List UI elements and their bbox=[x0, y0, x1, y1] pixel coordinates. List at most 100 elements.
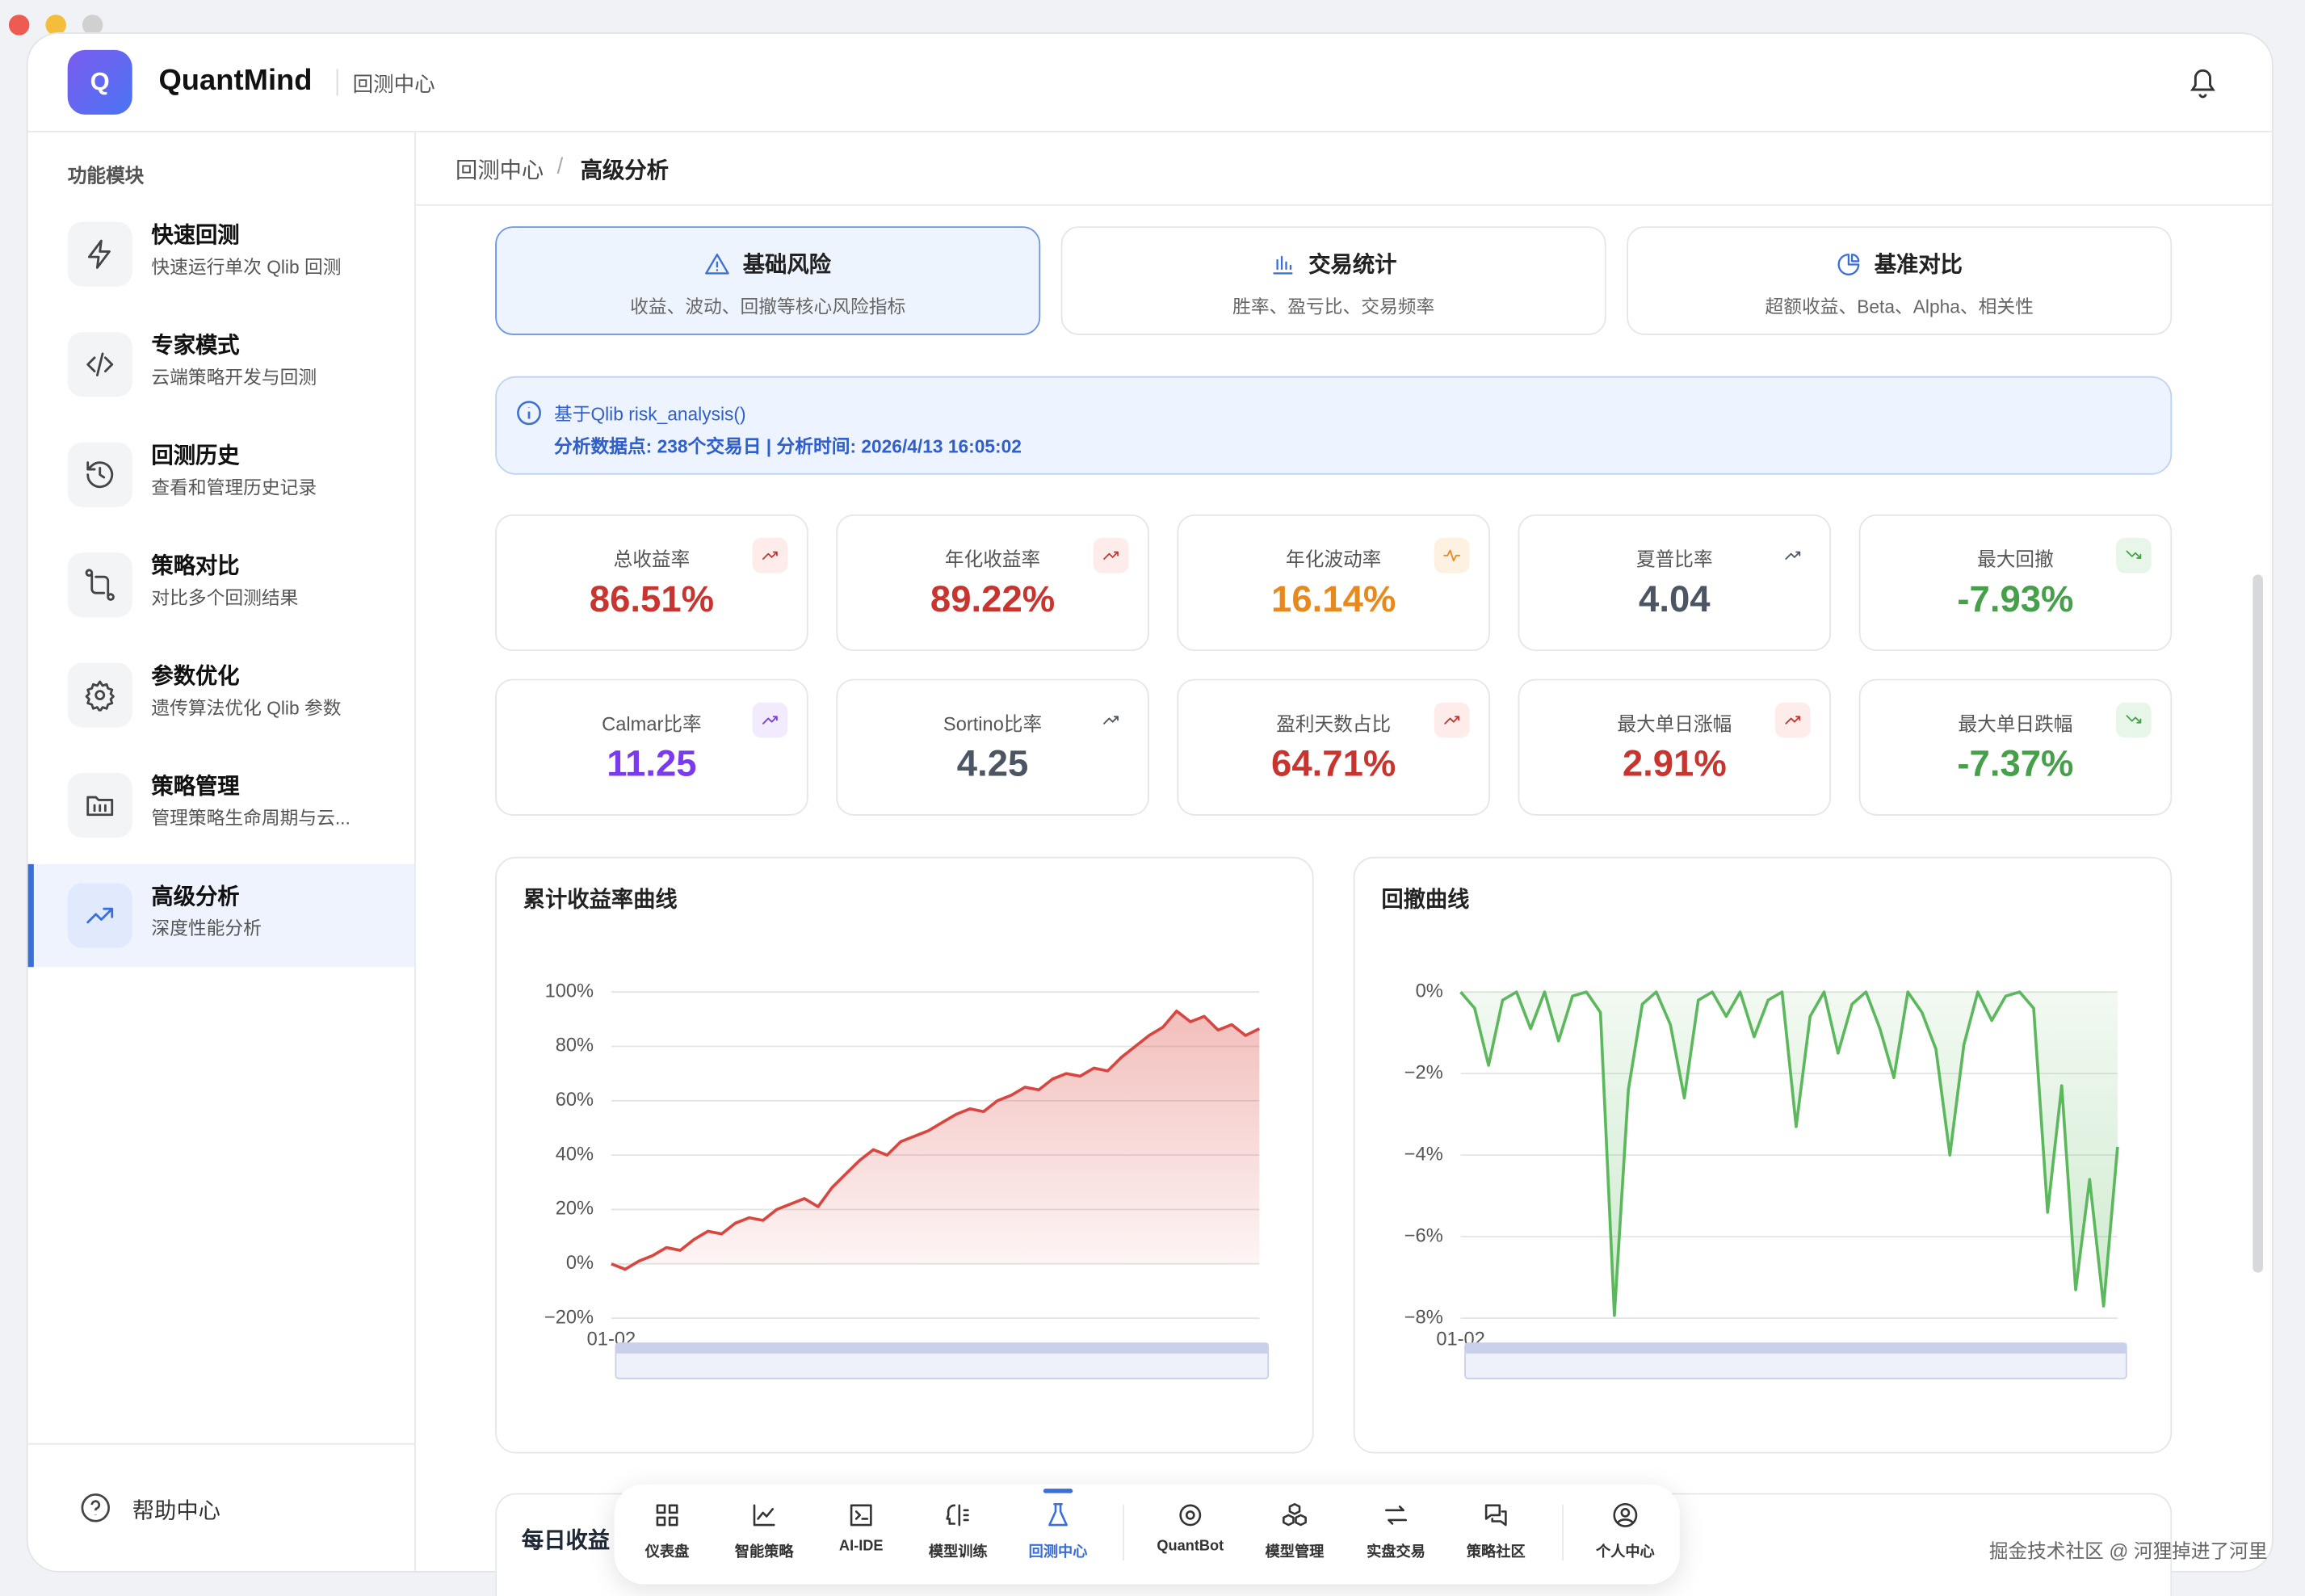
nav-item[interactable]: 个人中心 bbox=[1581, 1499, 1669, 1573]
nav-item[interactable]: 模型管理 bbox=[1250, 1499, 1338, 1573]
icon-path bbox=[1179, 1504, 1202, 1527]
icon-path bbox=[1613, 1502, 1638, 1527]
metric-icon bbox=[1443, 549, 1461, 562]
bell[interactable] bbox=[2186, 65, 2219, 100]
metric-badge bbox=[1774, 702, 1811, 738]
nav-label: 仪表盘 bbox=[644, 1544, 690, 1561]
chart-card: 回撤曲线 −8% −6% −4% −2% 0% 01-02 bbox=[1353, 856, 2173, 1454]
item-icon bbox=[86, 907, 114, 924]
zoom-handle bbox=[1465, 1343, 2127, 1354]
watermark: 掘金技术社区 @ 河狸掉进了河里 bbox=[1988, 1539, 2268, 1563]
icon-path bbox=[1785, 551, 1801, 560]
nav-item[interactable]: QuantBot bbox=[1146, 1499, 1234, 1573]
area bbox=[611, 1010, 1260, 1270]
metric-label: 盈利天数占比 bbox=[1276, 712, 1392, 735]
tab-head: 交易统计 bbox=[1062, 248, 1604, 279]
info-box: 基于Qlib risk_analysis() 分析数据点: 238个交易日 | … bbox=[495, 376, 2173, 475]
item-icon bbox=[85, 680, 115, 712]
icon-path bbox=[86, 461, 114, 489]
item-icon-box bbox=[67, 883, 132, 948]
metric-badge bbox=[2116, 537, 2152, 573]
item-desc: 查看和管理历史记录 bbox=[151, 477, 317, 498]
item-icon-box bbox=[67, 662, 132, 728]
tab-desc: 收益、波动、回撤等核心风险指标 bbox=[630, 296, 906, 318]
sidebar-item[interactable]: 快速回测快速运行单次 Qlib 回测 bbox=[28, 203, 415, 305]
metric-badge bbox=[752, 537, 788, 573]
nav-label: 智能策略 bbox=[734, 1544, 794, 1561]
nav-item[interactable]: 模型训练 bbox=[914, 1499, 1002, 1573]
chart: 回撤曲线−8%−6%−4%−2%0%01-02 bbox=[1381, 887, 2127, 1380]
max-dot[interactable] bbox=[82, 15, 103, 36]
metric-value: -7.93% bbox=[1957, 578, 2074, 620]
nav-label: 模型管理 bbox=[1265, 1544, 1325, 1561]
chart-card: 累计收益率曲线 −20% 0% 20% 40% 60% 80% 100% 01-02 bbox=[495, 856, 1314, 1454]
metric-icon bbox=[1103, 716, 1119, 724]
active-indicator bbox=[1043, 1489, 1073, 1493]
item-icon bbox=[86, 352, 114, 376]
chart-title: 回撤曲线 bbox=[1381, 887, 1469, 912]
scrollbar[interactable] bbox=[2253, 574, 2264, 1273]
y-tick-label: −4% bbox=[1404, 1144, 1443, 1165]
icon-path bbox=[762, 716, 778, 724]
icon-path bbox=[85, 569, 115, 601]
metric-label: 夏普比率 bbox=[1635, 548, 1713, 570]
metric-value: 11.25 bbox=[607, 743, 697, 785]
tab[interactable]: 基准对比 超额收益、Beta、Alpha、相关性 bbox=[1627, 226, 2173, 335]
metric-card: 年化波动率 16.14% bbox=[1177, 514, 1490, 652]
sidebar-item[interactable]: 专家模式 云端策略开发与回测 bbox=[28, 313, 415, 416]
icon-path bbox=[1103, 551, 1119, 560]
nav-item[interactable]: 仪表盘 bbox=[623, 1499, 711, 1573]
nav-label: 策略社区 bbox=[1466, 1544, 1526, 1561]
metric-icon bbox=[1444, 716, 1460, 724]
divider bbox=[336, 69, 338, 96]
metric-value: 4.25 bbox=[956, 743, 1029, 785]
item-desc: 管理策略生命周期与云... bbox=[151, 808, 351, 830]
icon-path bbox=[705, 253, 730, 274]
help-link[interactable]: 帮助中心 bbox=[132, 1498, 220, 1524]
item-icon bbox=[86, 796, 114, 817]
sidebar-item[interactable]: 参数优化 遗传算法优化 Qlib 参数 bbox=[28, 644, 415, 746]
metric-value: 64.71% bbox=[1271, 743, 1396, 785]
icon-path bbox=[762, 551, 778, 560]
nav-item[interactable]: AI-IDE bbox=[817, 1499, 905, 1573]
metric-badge bbox=[2116, 702, 2152, 738]
sidebar-item[interactable]: 高级分析 深度性能分析 bbox=[27, 863, 415, 968]
nav-label: 实盘交易 bbox=[1367, 1544, 1425, 1561]
icon-path bbox=[2126, 550, 2142, 559]
logo[interactable]: Q bbox=[67, 49, 132, 115]
y-tick-label: 40% bbox=[556, 1144, 594, 1165]
icon-path bbox=[1484, 1504, 1507, 1527]
metric-card: 总收益率 86.51% bbox=[495, 514, 808, 652]
tab-head: 基础风险 bbox=[497, 248, 1039, 279]
nav-item[interactable]: 智能策略 bbox=[720, 1499, 808, 1573]
metric-label: Sortino比率 bbox=[943, 712, 1043, 735]
metric-icon bbox=[2126, 715, 2142, 724]
icon-path bbox=[1444, 716, 1460, 724]
item-title: 参数优化 bbox=[151, 664, 240, 690]
card-title: 每日收益 bbox=[521, 1528, 611, 1554]
icon-path bbox=[86, 907, 114, 924]
icon-path bbox=[656, 1504, 678, 1527]
nav-item[interactable]: 回测中心 bbox=[1014, 1489, 1102, 1573]
item-title: 快速回测 bbox=[151, 223, 240, 249]
icon-path bbox=[1283, 1502, 1307, 1527]
y-tick-label: 80% bbox=[556, 1035, 594, 1056]
tab[interactable]: 基础风险收益、波动、回撤等核心风险指标 bbox=[495, 226, 1041, 335]
nav-label: 个人中心 bbox=[1595, 1544, 1655, 1561]
nav-item[interactable]: 实盘交易 bbox=[1352, 1499, 1440, 1573]
item-desc: 快速运行单次 Qlib 回测 bbox=[151, 257, 342, 278]
nav-label: QuantBot bbox=[1157, 1539, 1224, 1556]
crumb[interactable]: 回测中心 bbox=[456, 158, 544, 184]
crumb-sep: / bbox=[556, 154, 564, 179]
tab[interactable]: 交易统计 胜率、盈亏比、交易频率 bbox=[1060, 226, 1606, 335]
metric-value: 2.91% bbox=[1622, 743, 1727, 785]
sidebar-item[interactable]: 回测历史 查看和管理历史记录 bbox=[28, 423, 415, 526]
min-dot[interactable] bbox=[45, 15, 66, 36]
nav-item[interactable]: 策略社区 bbox=[1452, 1499, 1540, 1573]
close-dot[interactable] bbox=[8, 15, 30, 36]
sidebar-item[interactable]: 策略管理 管理策略生命周期与云... bbox=[28, 754, 415, 856]
sidebar-item[interactable]: 策略对比 对比多个回测结果 bbox=[28, 533, 415, 636]
